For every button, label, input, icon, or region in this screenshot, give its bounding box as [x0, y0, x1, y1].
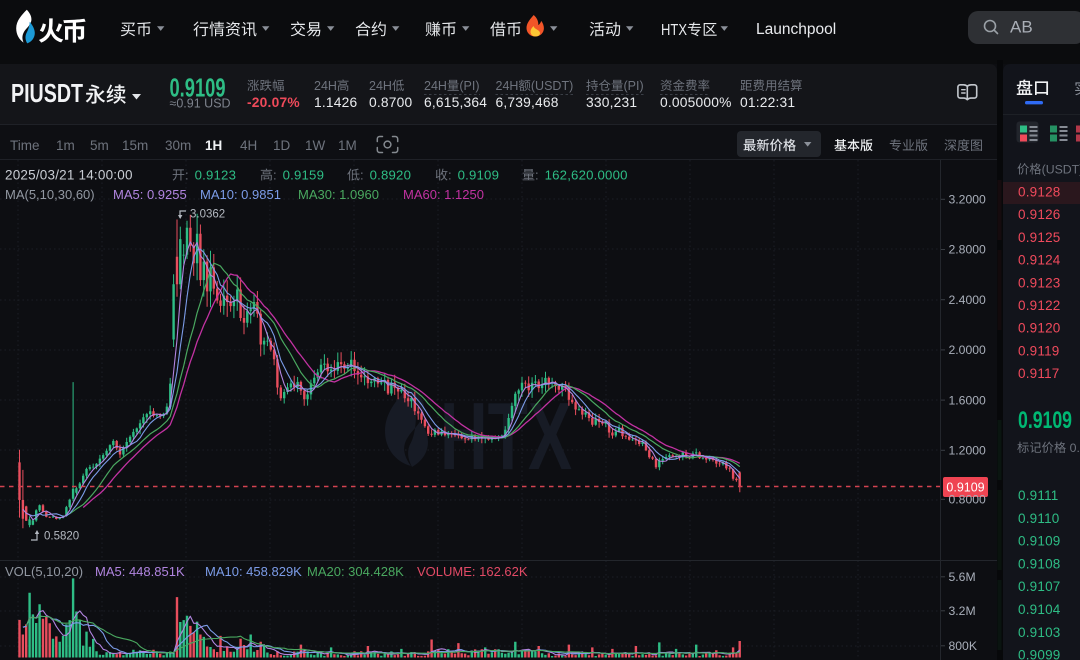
svg-text:0.9117: 0.9117 [1018, 366, 1060, 381]
svg-text:AB: AB [1010, 18, 1033, 37]
svg-text:0.5820: 0.5820 [44, 531, 79, 543]
svg-text:1.2000: 1.2000 [949, 444, 986, 458]
svg-text:1W: 1W [305, 138, 326, 153]
svg-text:Launchpool: Launchpool [756, 21, 836, 38]
svg-text:0.9109: 0.9109 [1018, 407, 1072, 434]
svg-text:0.8700: 0.8700 [369, 95, 413, 110]
svg-text:1H: 1H [205, 138, 222, 153]
svg-text:0.9110: 0.9110 [1018, 511, 1060, 526]
svg-text:MA(5,10,30,60): MA(5,10,30,60) [5, 187, 95, 202]
svg-text:5m: 5m [90, 138, 109, 153]
svg-text:24H: 24H [369, 79, 392, 93]
svg-text:HTX: HTX [661, 22, 688, 39]
svg-text:PIUSDT: PIUSDT [11, 78, 83, 108]
svg-text:2025/03/21 14:00:00: 2025/03/21 14:00:00 [5, 168, 133, 183]
svg-text:0.9123: 0.9123 [1018, 275, 1061, 290]
svg-text:MA20: 304.428K: MA20: 304.428K [307, 564, 404, 579]
svg-text:0.9104: 0.9104 [1018, 602, 1061, 617]
svg-text:15m: 15m [122, 138, 148, 153]
svg-text:1m: 1m [56, 138, 75, 153]
svg-text:MA60: 1.1250: MA60: 1.1250 [403, 187, 484, 202]
svg-text:0.9125: 0.9125 [1018, 230, 1061, 245]
svg-text:1.6000: 1.6000 [949, 393, 986, 407]
svg-text:6,739,468: 6,739,468 [496, 95, 559, 110]
svg-text:VOLUME: 162.62K: VOLUME: 162.62K [417, 564, 528, 579]
svg-text:24H: 24H [424, 79, 447, 93]
svg-text:(USDT): (USDT) [531, 79, 573, 93]
svg-text:3.2000: 3.2000 [949, 193, 986, 207]
svg-text::: : [448, 168, 452, 183]
svg-text:30m: 30m [165, 138, 191, 153]
svg-text:800K: 800K [949, 639, 977, 653]
svg-text:≈0.91 USD: ≈0.91 USD [170, 97, 231, 111]
svg-text:1.1426: 1.1426 [314, 95, 358, 110]
svg-text:5.6M: 5.6M [949, 570, 976, 584]
svg-text:2.4000: 2.4000 [949, 293, 986, 307]
svg-text:01:22:31: 01:22:31 [740, 95, 795, 110]
svg-text:0.9099: 0.9099 [1018, 648, 1061, 660]
svg-text:0.9128: 0.9128 [1018, 185, 1061, 200]
svg-text:MA10: 458.829K: MA10: 458.829K [205, 564, 302, 579]
svg-text:-20.07%: -20.07% [247, 95, 300, 110]
svg-text:6,615,364: 6,615,364 [424, 95, 487, 110]
svg-text::: : [185, 168, 189, 183]
svg-text:0.9119: 0.9119 [1018, 343, 1060, 358]
svg-text:(PI): (PI) [624, 79, 644, 93]
svg-text:0.9111: 0.9111 [1018, 488, 1059, 503]
svg-text:162,620.0000: 162,620.0000 [545, 168, 628, 183]
svg-text:0.005000%: 0.005000% [660, 95, 732, 110]
svg-text:0.91: 0.91 [1066, 441, 1080, 455]
svg-text:3.2M: 3.2M [949, 604, 976, 618]
svg-text:0.9108: 0.9108 [1018, 556, 1061, 571]
svg-text:0.9103: 0.9103 [1018, 625, 1061, 640]
svg-text::: : [535, 168, 539, 183]
svg-text:0.9109: 0.9109 [170, 73, 226, 103]
svg-text:MA5: 448.851K: MA5: 448.851K [95, 564, 185, 579]
svg-text:24H: 24H [496, 79, 519, 93]
svg-text:0.9124: 0.9124 [1018, 253, 1061, 268]
svg-text:MA10: 0.9851: MA10: 0.9851 [200, 187, 281, 202]
svg-text:2.0000: 2.0000 [949, 343, 986, 357]
svg-text:0.9107: 0.9107 [1018, 579, 1061, 594]
svg-text:24H: 24H [314, 79, 337, 93]
svg-text:VOL(5,10,20): VOL(5,10,20) [5, 564, 83, 579]
svg-text:0.9109: 0.9109 [458, 168, 500, 183]
svg-text:0.9123: 0.9123 [195, 168, 237, 183]
svg-text:3.0362: 3.0362 [190, 209, 225, 221]
svg-text:0.9126: 0.9126 [1018, 207, 1061, 222]
svg-text:1M: 1M [338, 138, 357, 153]
svg-text:(USDT): (USDT) [1042, 163, 1080, 177]
svg-text:330,231: 330,231 [586, 95, 637, 110]
svg-text:4H: 4H [240, 138, 257, 153]
svg-text:Time: Time [10, 138, 40, 153]
svg-text:0.8920: 0.8920 [370, 168, 412, 183]
svg-text::: : [360, 168, 364, 183]
svg-text:MA30: 1.0960: MA30: 1.0960 [298, 187, 379, 202]
svg-text:0.9159: 0.9159 [283, 168, 325, 183]
svg-text:MA5: 0.9255: MA5: 0.9255 [113, 187, 187, 202]
svg-text:0.9109: 0.9109 [1018, 534, 1061, 549]
svg-text::: : [273, 168, 277, 183]
svg-text:0.8000: 0.8000 [949, 493, 986, 507]
svg-text:(PI): (PI) [459, 79, 479, 93]
svg-text:0.9120: 0.9120 [1018, 321, 1061, 336]
svg-text:0.9122: 0.9122 [1018, 298, 1061, 313]
svg-text:2.8000: 2.8000 [949, 243, 986, 257]
svg-text:1D: 1D [273, 138, 291, 153]
svg-text:0.9109: 0.9109 [946, 481, 984, 495]
